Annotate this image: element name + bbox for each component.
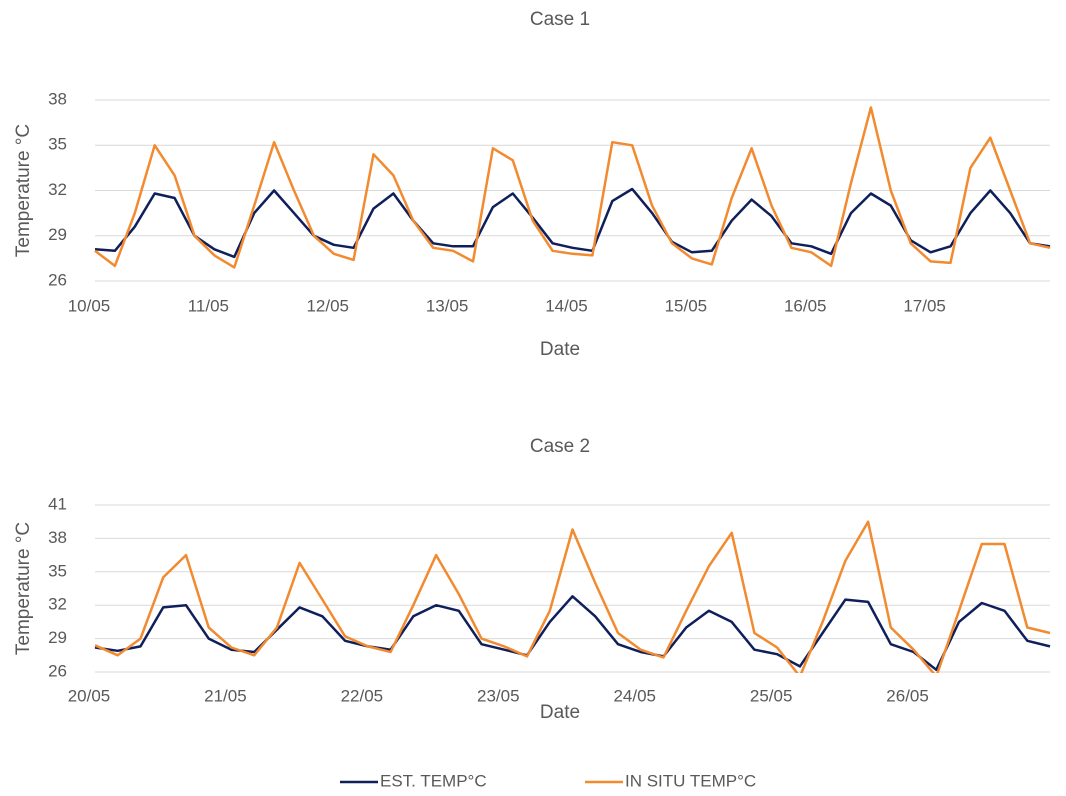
x-tick-label: 22/05 [341, 686, 384, 705]
y-axis-title: Temperature °C [13, 522, 34, 655]
x-tick-label: 26/05 [886, 686, 929, 705]
legend-label: EST. TEMP°C [380, 771, 487, 790]
x-tick-label: 20/05 [68, 686, 111, 705]
y-tick-label: 29 [48, 628, 67, 647]
chart-title: Case 1 [530, 9, 590, 30]
y-tick-label: 41 [48, 494, 67, 513]
y-tick-label: 29 [48, 225, 67, 244]
x-tick-label: 14/05 [545, 296, 588, 315]
x-axis-title: Date [540, 339, 580, 360]
x-tick-label: 12/05 [306, 296, 349, 315]
chart-title: Case 2 [530, 436, 590, 457]
series-line [94, 520, 1051, 673]
y-tick-label: 38 [48, 528, 67, 547]
series-line [94, 106, 1051, 269]
y-tick-label: 35 [48, 135, 67, 154]
legend-label: IN SITU TEMP°C [625, 771, 756, 790]
plot-lines [94, 106, 1051, 269]
x-tick-label: 11/05 [188, 296, 229, 315]
x-tick-label: 17/05 [903, 296, 946, 315]
x-tick-label: 16/05 [784, 296, 827, 315]
series-line [94, 595, 1051, 672]
plot-lines [94, 520, 1051, 673]
x-tick-label: 15/05 [665, 296, 708, 315]
series-line [94, 187, 1051, 259]
y-tick-label: 32 [48, 180, 67, 199]
y-tick-label: 32 [48, 595, 67, 614]
x-tick-label: 24/05 [613, 686, 656, 705]
y-tick-label: 26 [48, 661, 67, 680]
x-tick-label: 10/05 [68, 296, 111, 315]
y-tick-label: 38 [48, 89, 67, 108]
x-tick-label: 21/05 [204, 686, 247, 705]
x-tick-label: 25/05 [750, 686, 793, 705]
x-axis-title: Date [540, 702, 580, 723]
y-tick-label: 35 [48, 561, 67, 580]
y-axis-title: Temperature °C [13, 124, 34, 257]
x-tick-label: 13/05 [426, 296, 469, 315]
x-tick-label: 23/05 [477, 686, 520, 705]
y-tick-label: 26 [48, 270, 67, 289]
